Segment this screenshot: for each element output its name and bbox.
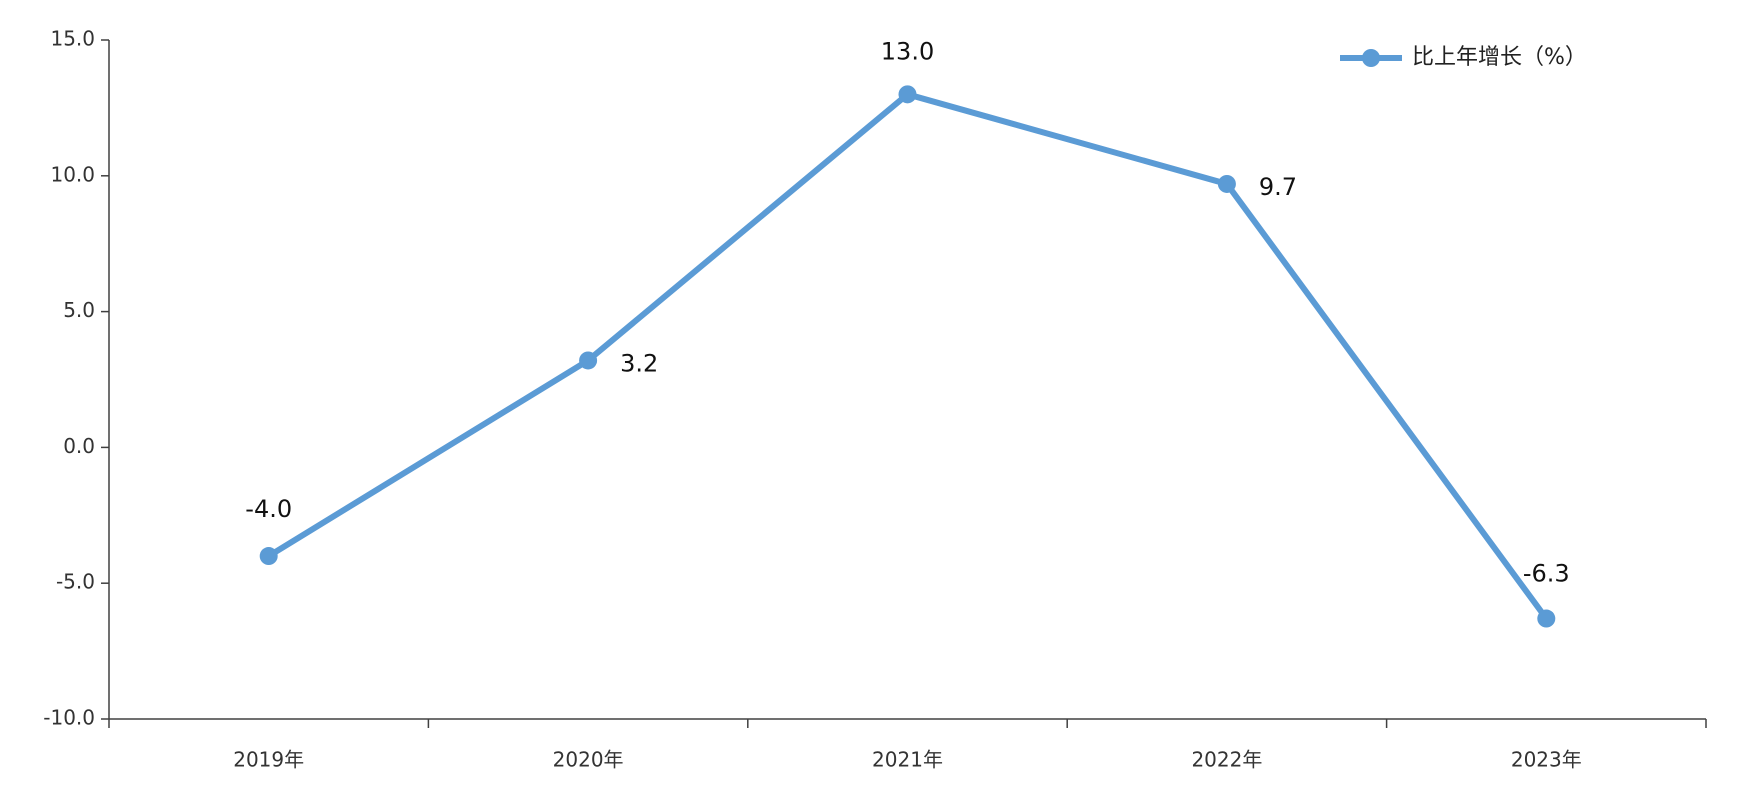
x-tick-label: 2023年	[1511, 748, 1582, 772]
data-point	[898, 85, 917, 104]
y-tick-label: -5.0	[56, 570, 95, 594]
y-tick-label: 10.0	[50, 162, 95, 186]
data-point	[259, 547, 278, 566]
data-point	[1537, 609, 1556, 628]
legend-label: 比上年增长（%）	[1412, 45, 1587, 70]
data-point	[1217, 174, 1236, 193]
x-tick-label: 2020年	[553, 748, 624, 772]
x-tick-label: 2019年	[233, 748, 304, 772]
y-tick-label: 5.0	[63, 298, 95, 322]
y-tick-label: 0.0	[63, 434, 95, 458]
data-label: 9.7	[1259, 173, 1297, 201]
y-tick-label: 15.0	[50, 27, 95, 51]
x-tick-label: 2021年	[872, 748, 943, 772]
legend-marker	[1362, 49, 1380, 67]
x-tick-label: 2022年	[1191, 748, 1262, 772]
data-label: 3.2	[620, 349, 658, 377]
y-tick-label: -10.0	[43, 706, 95, 730]
data-point	[579, 351, 598, 370]
data-label: -4.0	[245, 495, 292, 523]
series-line	[267, 91, 1549, 621]
data-label: -6.3	[1523, 560, 1570, 588]
data-label: 13.0	[881, 37, 934, 65]
